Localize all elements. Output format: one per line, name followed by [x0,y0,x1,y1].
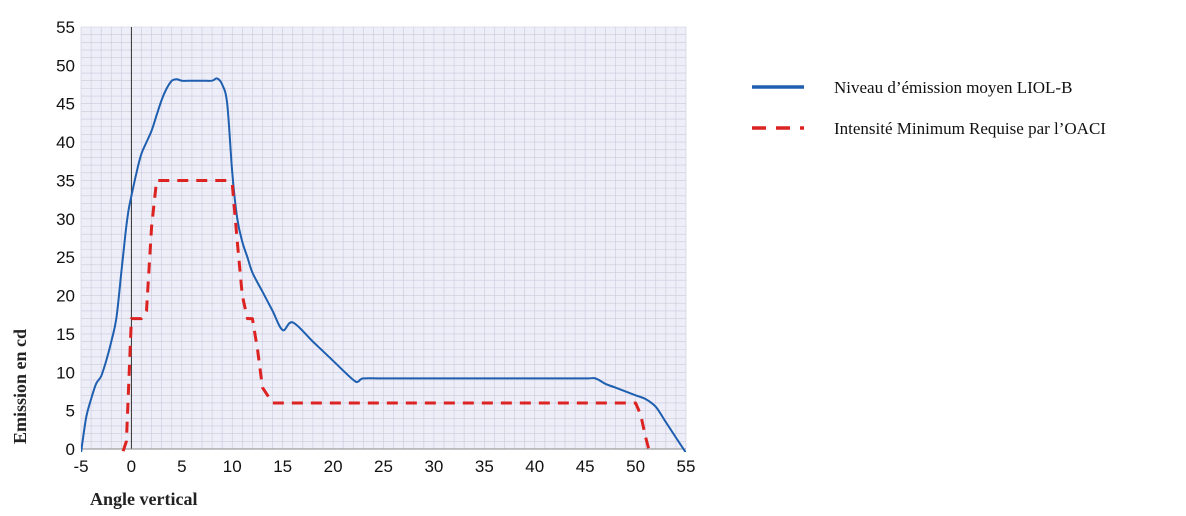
legend-label-series-1: Niveau d’émission moyen LIOL-B [834,78,1072,97]
x-tick-label: 10 [223,457,242,476]
series-lines [81,77,686,452]
x-tick-label: 0 [127,457,136,476]
x-tick-label: 40 [525,457,544,476]
y-tick-label: 5 [66,402,75,421]
x-tick-label: -5 [73,457,88,476]
y-tick-label: 15 [56,325,75,344]
x-tick-label: 20 [324,457,343,476]
y-tick-label: 45 [56,95,75,114]
y-tick-label: 0 [66,440,75,459]
y-axis-title: Emission en cd [10,329,30,444]
grid [80,26,687,450]
tick-labels: -5 0 5 10 15 20 25 30 35 40 45 50 550510152025303540… [56,18,695,476]
y-tick-label: 10 [56,363,75,382]
y-tick-label: 25 [56,248,75,267]
x-tick-label: 55 [677,457,696,476]
x-tick-label: 35 [475,457,494,476]
series-line-1 [81,77,686,452]
y-tick-label: 40 [56,133,75,152]
x-axis-title: Angle vertical [90,489,197,509]
y-tick-label: 50 [56,56,75,75]
y-tick-label: 30 [56,210,75,229]
legend-label-series-2: Intensité Minimum Requise par l’OACI [834,119,1106,138]
series-line-2 [121,179,652,452]
x-tick-label: 25 [374,457,393,476]
legend: Niveau d’émission moyen LIOL-B Intensité… [752,78,1106,138]
x-tick-label: 45 [576,457,595,476]
y-tick-label: 55 [56,18,75,37]
y-tick-label: 20 [56,287,75,306]
x-tick-label: 5 [177,457,186,476]
x-tick-label: 30 [424,457,443,476]
y-tick-label: 35 [56,171,75,190]
x-tick-label: 50 [626,457,645,476]
x-tick-label: 15 [273,457,292,476]
